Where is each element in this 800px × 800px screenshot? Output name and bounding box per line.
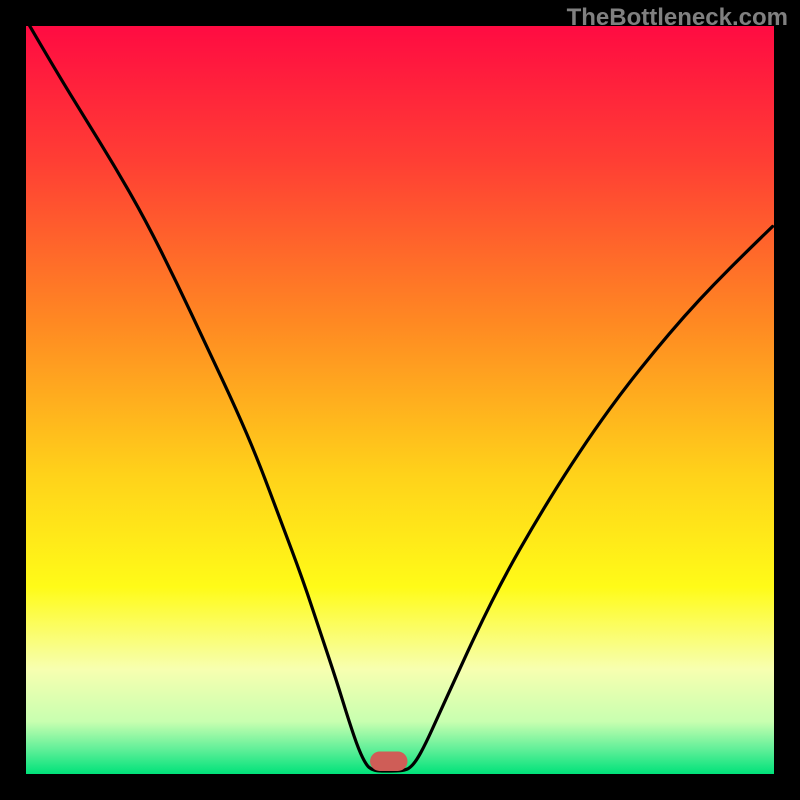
- valley-marker: [370, 752, 407, 771]
- watermark-text: TheBottleneck.com: [567, 4, 788, 32]
- plot-area: [26, 26, 774, 774]
- bottleneck-chart: [26, 26, 774, 774]
- gradient-background: [26, 26, 774, 774]
- chart-frame: TheBottleneck.com: [0, 0, 800, 800]
